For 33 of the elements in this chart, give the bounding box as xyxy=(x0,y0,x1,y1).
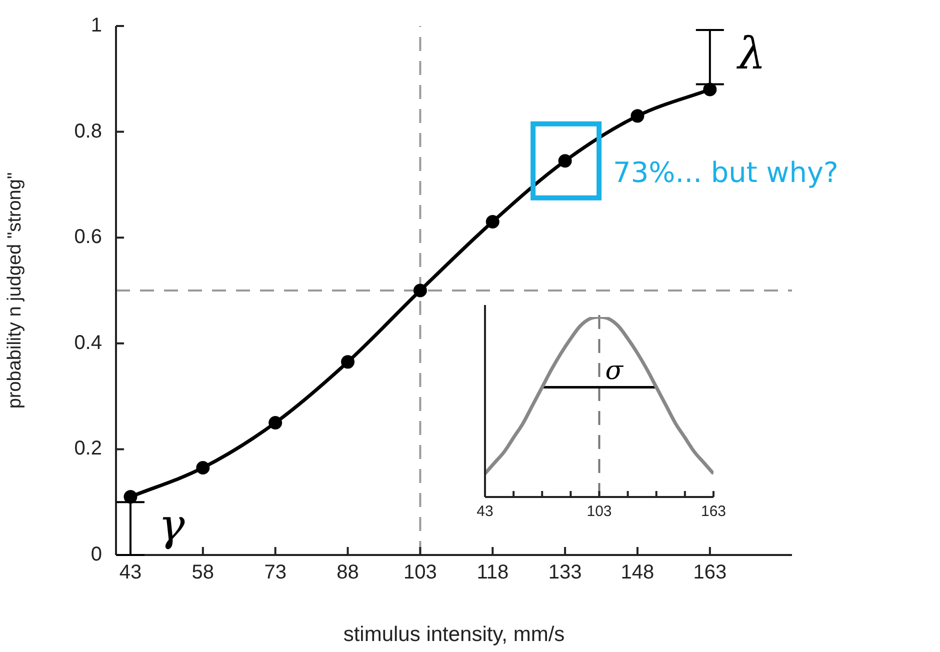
x-axis-title: stimulus intensity, mm/s xyxy=(343,623,565,646)
annotation: σ xyxy=(605,356,624,386)
annotation: λ xyxy=(736,28,766,80)
x-tick-label: 73 xyxy=(264,562,286,584)
y-tick-label: 0.6 xyxy=(74,226,102,248)
point xyxy=(413,284,427,298)
point xyxy=(341,355,355,369)
point xyxy=(486,214,500,228)
x-tick-label: 163 xyxy=(700,503,726,520)
x-tick-label: 133 xyxy=(548,562,582,584)
x-tick-label: 43 xyxy=(119,562,142,584)
x-tick-label: 43 xyxy=(476,503,494,520)
point xyxy=(703,82,717,96)
y-tick-label: 0 xyxy=(90,544,102,566)
point xyxy=(196,460,210,474)
point xyxy=(558,154,572,168)
y-axis-title: probability n judged "strong" xyxy=(4,172,26,409)
x-tick-label: 118 xyxy=(476,562,509,584)
x-tick-label: 163 xyxy=(693,562,727,584)
y-tick-label: 0.8 xyxy=(74,120,102,142)
annotation: γ xyxy=(158,500,186,551)
y-tick-label: 1 xyxy=(90,14,102,37)
point xyxy=(268,416,282,430)
x-tick-label: 148 xyxy=(620,562,654,584)
x-tick-label: 58 xyxy=(192,562,214,584)
x-tick-label: 103 xyxy=(586,503,612,520)
x-tick-label: 103 xyxy=(404,562,437,584)
x-tick-label: 88 xyxy=(336,562,359,584)
y-tick-label: 0.2 xyxy=(74,438,102,460)
point xyxy=(124,490,138,504)
y-tick-label: 0.4 xyxy=(74,332,102,354)
point xyxy=(630,109,644,123)
annotation: 73%... but why? xyxy=(613,156,838,190)
